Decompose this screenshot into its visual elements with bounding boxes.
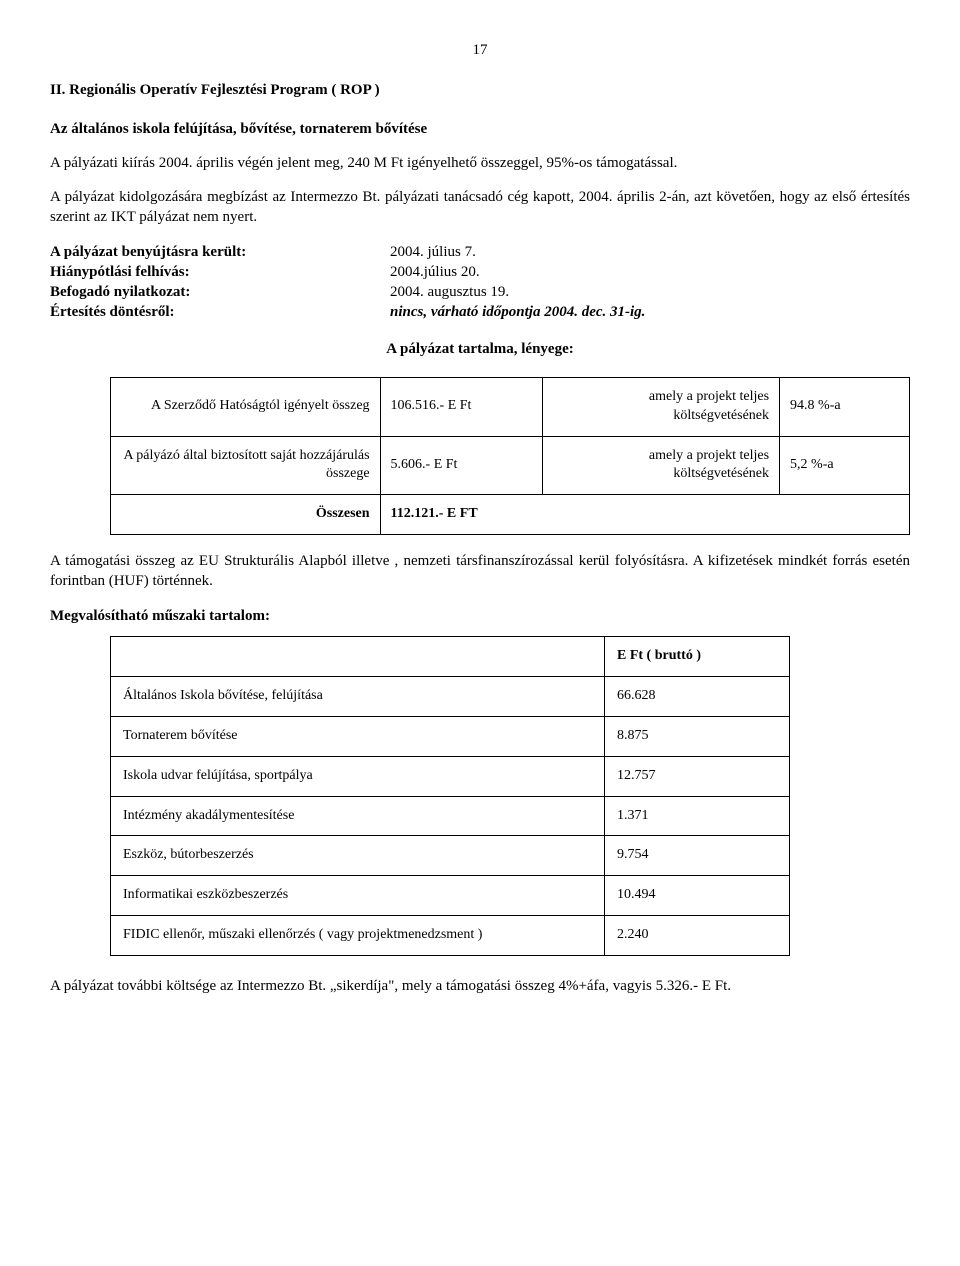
tech-cell-name: Tornaterem bővítése (111, 716, 605, 756)
page-number: 17 (50, 40, 910, 60)
key-value-block: A pályázat benyújtásra került: 2004. júl… (50, 242, 910, 323)
kv-value: 2004.július 20. (390, 262, 910, 282)
tech-header: E Ft ( bruttó ) (605, 636, 790, 676)
budget-cell: A pályázó által biztosított saját hozzáj… (111, 436, 381, 495)
budget-cell: 94.8 %-a (780, 377, 910, 436)
paragraph-closing: A pályázat további költsége az Intermezz… (50, 976, 910, 996)
tech-cell-name: Iskola udvar felújítása, sportpálya (111, 756, 605, 796)
kv-value: nincs, várható időpontja 2004. dec. 31-i… (390, 302, 910, 322)
summary-title: A pályázat tartalma, lényege: (50, 339, 910, 359)
budget-cell: 106.516.- E Ft (380, 377, 542, 436)
tech-cell-value: 66.628 (605, 676, 790, 716)
table-row: Intézmény akadálymentesítése 1.371 (111, 796, 790, 836)
kv-label: Értesítés döntésről: (50, 302, 390, 322)
tech-cell-value: 1.371 (605, 796, 790, 836)
budget-cell: A Szerződő Hatóságtól igényelt összeg (111, 377, 381, 436)
budget-cell: amely a projekt teljes költségvetésének (542, 436, 779, 495)
tech-cell-value: 8.875 (605, 716, 790, 756)
tech-header-empty (111, 636, 605, 676)
paragraph-intro-1: A pályázati kiírás 2004. április végén j… (50, 153, 910, 173)
tech-cell-name: FIDIC ellenőr, műszaki ellenőrzés ( vagy… (111, 916, 605, 956)
subsection-title: Az általános iskola felújítása, bővítése… (50, 119, 910, 139)
table-row: Informatikai eszközbeszerzés 10.494 (111, 876, 790, 916)
kv-value: 2004. július 7. (390, 242, 910, 262)
table-row: Eszköz, bútorbeszerzés 9.754 (111, 836, 790, 876)
tech-cell-name: Általános Iskola bővítése, felújítása (111, 676, 605, 716)
budget-cell: amely a projekt teljes költségvetésének (542, 377, 779, 436)
budget-cell-total-value: 112.121.- E FT (380, 495, 909, 535)
table-row: Összesen 112.121.- E FT (111, 495, 910, 535)
kv-row: Értesítés döntésről: nincs, várható időp… (50, 302, 910, 322)
tech-cell-value: 12.757 (605, 756, 790, 796)
tech-cell-value: 9.754 (605, 836, 790, 876)
paragraph-funding: A támogatási összeg az EU Strukturális A… (50, 551, 910, 592)
table-row: E Ft ( bruttó ) (111, 636, 790, 676)
kv-label: Hiánypótlási felhívás: (50, 262, 390, 282)
tech-cell-value: 2.240 (605, 916, 790, 956)
tech-cell-name: Intézmény akadálymentesítése (111, 796, 605, 836)
tech-table: E Ft ( bruttó ) Általános Iskola bővítés… (110, 636, 790, 956)
kv-row: Befogadó nyilatkozat: 2004. augusztus 19… (50, 282, 910, 302)
table-row: Tornaterem bővítése 8.875 (111, 716, 790, 756)
table-row: FIDIC ellenőr, műszaki ellenőrzés ( vagy… (111, 916, 790, 956)
tech-cell-name: Eszköz, bútorbeszerzés (111, 836, 605, 876)
budget-cell-total-label: Összesen (111, 495, 381, 535)
kv-label: A pályázat benyújtásra került: (50, 242, 390, 262)
kv-row: A pályázat benyújtásra került: 2004. júl… (50, 242, 910, 262)
table-row: A pályázó által biztosított saját hozzáj… (111, 436, 910, 495)
tech-cell-name: Informatikai eszközbeszerzés (111, 876, 605, 916)
section-title: II. Regionális Operatív Fejlesztési Prog… (50, 80, 910, 100)
budget-table: A Szerződő Hatóságtól igényelt összeg 10… (110, 377, 910, 535)
tech-cell-value: 10.494 (605, 876, 790, 916)
table-row: A Szerződő Hatóságtól igényelt összeg 10… (111, 377, 910, 436)
kv-row: Hiánypótlási felhívás: 2004.július 20. (50, 262, 910, 282)
paragraph-intro-2: A pályázat kidolgozására megbízást az In… (50, 187, 910, 228)
kv-label: Befogadó nyilatkozat: (50, 282, 390, 302)
budget-cell: 5,2 %-a (780, 436, 910, 495)
table-row: Általános Iskola bővítése, felújítása 66… (111, 676, 790, 716)
table-row: Iskola udvar felújítása, sportpálya 12.7… (111, 756, 790, 796)
tech-heading: Megvalósítható műszaki tartalom: (50, 606, 910, 626)
kv-value: 2004. augusztus 19. (390, 282, 910, 302)
budget-cell: 5.606.- E Ft (380, 436, 542, 495)
